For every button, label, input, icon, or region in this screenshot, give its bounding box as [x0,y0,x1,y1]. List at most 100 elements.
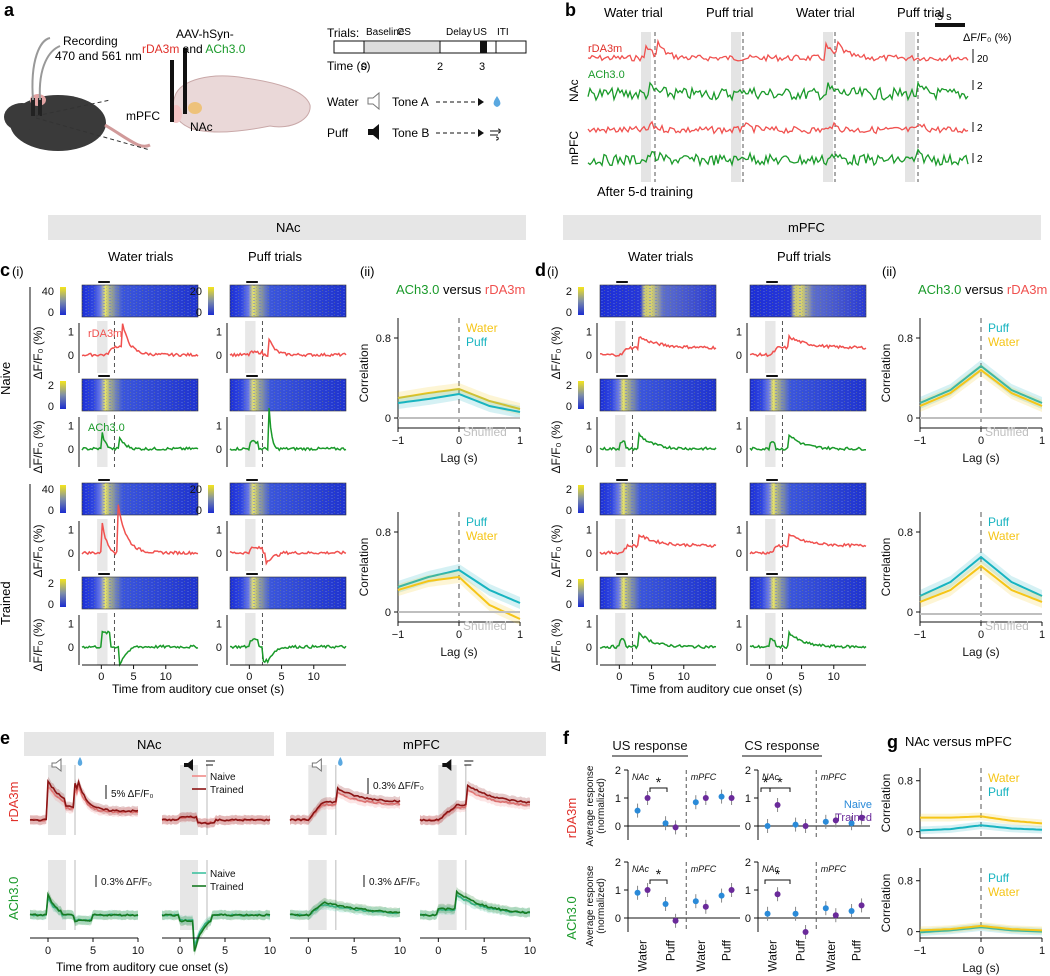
response-trace [81,323,199,358]
x-tick-label: 0 [456,435,462,447]
y-tick-top: 1 [736,618,742,630]
g-title: NAc versus mPFC [905,734,1012,749]
trial-label-1: Water trial [604,5,663,20]
speaker-light-icon [367,91,380,111]
x-category-label: Puff [720,939,734,961]
response-trace [229,337,347,358]
colorbar-max-label: 40 [42,484,54,496]
virus-line1: AAV-hSyn- [176,27,234,41]
c-ii-title: ACh3.0 versus rDA3m [396,282,525,297]
x-tick-label: −1 [914,435,927,447]
series-line-puff [919,555,1043,597]
colorbar-max-label: 2 [48,578,54,590]
cs-window [97,321,108,373]
y-tick-zero: 0 [68,642,74,654]
cue-bar [98,375,110,377]
y-tick-zero: 0 [736,548,742,560]
x-tick-label: 0 [45,945,51,957]
f-ylabel-1: Average response [585,765,596,846]
heatmap-frame [749,482,867,516]
response-trace [81,432,199,451]
y-tick-label: 0.8 [898,776,913,788]
naive-point [692,799,699,806]
lag-xlabel: Lag (s) [962,451,999,465]
y-tick-zero: 0 [216,444,222,456]
f-region-nac: NAc [632,864,650,874]
x-tick-label: −1 [392,435,405,447]
legend-shuffled: Shuffled [463,619,507,633]
cue-bar [246,573,258,575]
x-tick-label: 10 [264,945,276,957]
ci-band-puff [920,551,1042,602]
y-tick-top: 1 [736,420,742,432]
cs-window [765,415,776,467]
heatmap-frame [81,482,199,516]
x-tick-label: 1 [517,629,523,641]
header-nac-bar [48,215,526,240]
ci-band [420,780,530,826]
scale-mpfc-ach: 0.3% ΔF/F₀ [369,877,420,888]
panel-letter-g: g [887,732,898,752]
air-puff-icon [464,760,474,766]
legend-puff: Puff [988,321,1010,335]
trained-trace [419,783,531,822]
trials-label: Trials: [327,26,359,40]
group-naive: Naive [0,362,13,395]
correlation-ylabel: Correlation [357,538,371,597]
trained-point [802,823,809,829]
region-mpfc-label: mPFC [126,109,160,123]
epoch-baseline: Baseline [366,27,405,38]
x-tick-label: 10 [132,945,144,957]
training-note: After 5-d training [597,184,693,199]
f-region-mpfc: mPFC [691,864,717,874]
scale-row4: 2 [977,154,983,165]
panel-letter-a: a [4,0,15,20]
x-tick-label: 0 [978,945,984,957]
region-nac-b: NAc [567,79,581,102]
trials-timeline: Trials: Baseline CS Delay US ITI Time (s… [327,26,527,141]
heatmap-noise [82,577,198,609]
significance-bracket [649,879,668,884]
region-mpfc-b: mPFC [567,131,581,165]
trained-point [644,887,651,893]
response-trace [229,407,347,452]
response-trace [599,431,717,452]
y-tick-label: 1 [745,793,751,805]
x-tick-label: 1 [1039,945,1045,957]
panel-c-sub-ii: (ii) [360,264,374,279]
correlation-ylabel: Correlation [357,344,371,403]
legend-shuffled: Shuffled [985,425,1029,439]
x-tick-label: −1 [914,629,927,641]
y-tick-label: 0 [615,821,621,833]
y-tick-zero: 0 [68,444,74,456]
heatmap-frame [599,576,717,610]
d-xlabel: Time from auditory cue onset (s) [630,682,802,696]
heatmap-frame [749,576,867,610]
x-tick-label: 5 [798,671,804,683]
panel-letter-c: c [0,260,10,280]
cs-window [765,321,776,373]
water-label: Water [327,95,359,109]
naive-point [792,821,799,828]
heatmap-noise [230,285,346,317]
panel-a-schematic: Recording 470 and 561 nm AAV-hSyn- rDA3m… [4,27,311,151]
heatmap-frame [599,284,717,318]
significance-bracket [764,879,791,884]
x-tick-label: 10 [678,671,690,683]
y-tick-zero: 0 [736,444,742,456]
x-tick-label: 10 [524,945,536,957]
y-tick-top: 1 [586,326,592,338]
colorbar [60,579,66,607]
cs-window [615,321,626,373]
f-row-ach: ACh3.0 [564,896,579,939]
y-tick-zero: 0 [586,642,592,654]
significance-star: * [777,774,783,790]
heatmap-frame [81,378,199,412]
cue-bar [616,375,628,377]
d-ii-title: ACh3.0 versus rDA3m [918,282,1047,297]
x-category-label: Puff [664,939,678,961]
colorbar-max-label: 2 [566,578,572,590]
